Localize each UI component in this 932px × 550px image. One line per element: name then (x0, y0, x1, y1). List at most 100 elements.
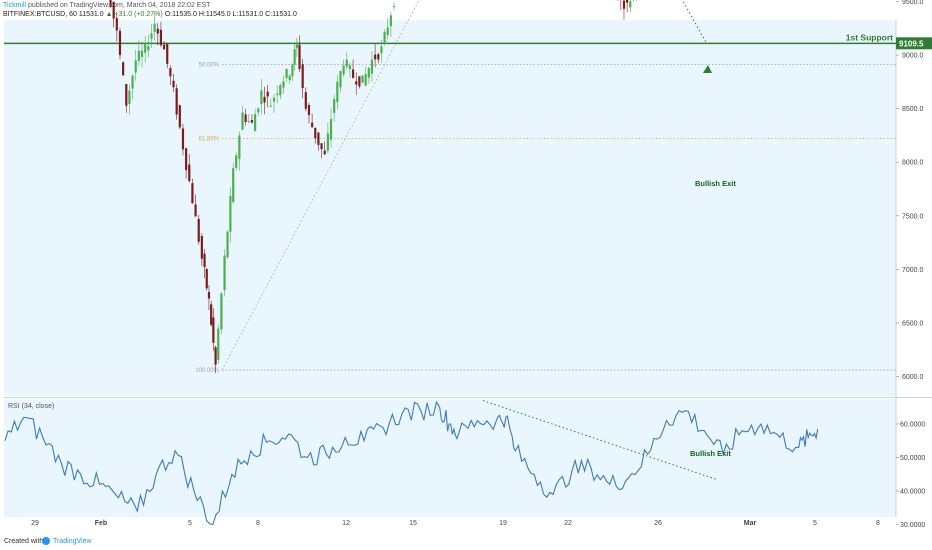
candle-body (210, 304, 213, 325)
candle-body (169, 68, 172, 77)
candle-body (115, 18, 118, 31)
candle-body (260, 90, 263, 105)
price-tick-label: 9000.0 (902, 53, 924, 60)
candle-body (134, 60, 137, 73)
candle-body (254, 114, 257, 132)
candle-body (229, 196, 232, 232)
candle-body (282, 81, 285, 88)
candle-body (159, 29, 163, 46)
fib-level-label: 100.00% (195, 368, 219, 374)
tradingview-brand[interactable]: TradingView (53, 538, 92, 545)
tradingview-logo-icon (42, 537, 50, 545)
candle-body (125, 84, 128, 106)
candle-body (355, 81, 358, 85)
candle-body (367, 67, 370, 78)
candle-body (131, 75, 134, 89)
candle-body (200, 236, 203, 259)
rsi-tick-label: 40.0000 (900, 489, 925, 496)
candle-body (314, 127, 317, 139)
price-tick-label: 6500.0 (902, 320, 924, 327)
candle-body (626, 0, 629, 3)
candle-body (279, 85, 282, 96)
candle-body (291, 64, 294, 77)
publisher-line: Tickmill published on TradingView.com, M… (3, 1, 210, 10)
candle-body (295, 42, 298, 49)
candle-body (345, 59, 348, 67)
candle-body (339, 71, 342, 88)
candle-body (197, 218, 200, 242)
candle-body (185, 148, 188, 171)
candle-body (386, 27, 389, 35)
candle-body (150, 33, 153, 39)
time-tick-label: 5 (188, 520, 192, 527)
candle-body (178, 105, 181, 128)
rsi-title: RSI (34, close) (8, 403, 54, 410)
candle-body (266, 91, 269, 97)
time-tick-label: 5 (813, 520, 817, 527)
time-tick-label: 26 (654, 520, 662, 527)
candle-body (361, 75, 364, 83)
candle-body (223, 255, 226, 291)
price-tick-label: 8500.0 (902, 106, 924, 113)
time-axis-background (4, 517, 896, 532)
candle-body (175, 88, 178, 115)
created-with-label: Created with (4, 538, 44, 545)
candle-body (235, 155, 238, 168)
candle-body (320, 143, 323, 150)
candle-body (383, 32, 386, 44)
candle-body (317, 132, 320, 145)
candle-body (622, 0, 626, 9)
candle-body (323, 150, 326, 155)
candle-body (374, 54, 377, 60)
candle-body (226, 231, 229, 258)
candle-body (166, 43, 169, 64)
rsi-tick-label: 30.0000 (900, 522, 925, 529)
time-tick-label: Feb (95, 520, 107, 527)
price-chart[interactable]: 12500.012000.011500.011000.010500.010000… (0, 0, 932, 532)
ohlc-values: O:11535.0 H:11545.0 L:11531.0 C:11531.0 (164, 11, 297, 18)
symbol-line: BITFINEX:BTCUSD, 60 11531.0 ▲ +31.0 (+0.… (3, 10, 297, 19)
candle-body (172, 80, 175, 88)
published-info: published on TradingView.com, March 04, … (28, 2, 211, 9)
last-price: 11531.0 (78, 11, 104, 18)
candle-body (389, 15, 392, 27)
candle-body (162, 44, 166, 50)
time-tick-label: 19 (499, 520, 507, 527)
bullish-exit-label: Bullish Exit (695, 179, 736, 188)
level-price-tag (896, 37, 932, 50)
candle-body (220, 293, 223, 330)
candle-body (276, 93, 279, 95)
candle-body (212, 317, 215, 343)
candle-body (307, 105, 311, 116)
candle-body (326, 133, 329, 151)
candle-body (122, 62, 125, 76)
candle-body (244, 114, 247, 122)
price-tick-label: 7000.0 (902, 267, 924, 274)
candle-body (217, 328, 220, 360)
candle-body (358, 76, 361, 87)
candle-body (392, 6, 396, 8)
time-tick-label: 15 (409, 520, 417, 527)
price-change: ▲ +31.0 (+0.27%) (105, 11, 163, 18)
chart-header: Tickmill published on TradingView.com, M… (0, 0, 932, 20)
candle-body (269, 105, 272, 107)
candle-body (241, 112, 244, 130)
author-name[interactable]: Tickmill (3, 2, 27, 9)
rsi-downtrend-line (482, 400, 717, 480)
time-tick-label: 8 (876, 520, 880, 527)
candle-body (203, 253, 206, 268)
candle-body (140, 50, 144, 57)
candle-body (304, 92, 307, 109)
time-tick-label: 8 (256, 520, 260, 527)
level-price-tag-label: 9109.5 (899, 39, 924, 48)
rsi-tick-label: 60.0000 (900, 422, 925, 429)
candle-body (285, 68, 288, 78)
candle-body (118, 30, 122, 56)
candle-body (156, 28, 159, 34)
price-tick-label: 6000.0 (902, 374, 924, 381)
candle-body (247, 120, 250, 122)
candle-body (629, 1, 632, 8)
candle-body (342, 65, 345, 75)
candle-body (207, 291, 211, 299)
candle-body (144, 43, 147, 53)
